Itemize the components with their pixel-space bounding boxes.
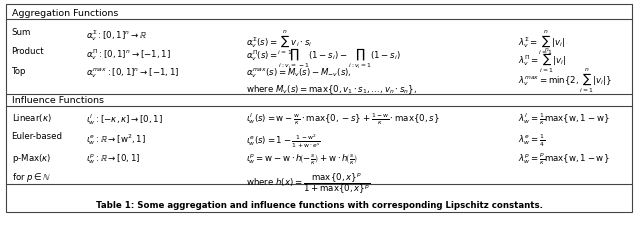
Text: where $h(x)=\dfrac{\max\{0,x\}^p}{1+\max\{0,x\}^p}$: where $h(x)=\dfrac{\max\{0,x\}^p}{1+\max… — [246, 171, 371, 196]
Text: $\alpha_v^{max}:[0,1]^n\rightarrow[-1,1]$: $\alpha_v^{max}:[0,1]^n\rightarrow[-1,1]… — [86, 67, 180, 80]
Text: Table 1: Some aggregation and influence functions with corresponding Lipschitz c: Table 1: Some aggregation and influence … — [97, 201, 543, 210]
Text: $\iota_w^p:\mathbb{R}\rightarrow[0,1]$: $\iota_w^p:\mathbb{R}\rightarrow[0,1]$ — [86, 152, 141, 166]
Text: $\alpha_v^{\Sigma}:[0,1]^n\rightarrow\mathbb{R}$: $\alpha_v^{\Sigma}:[0,1]^n\rightarrow\ma… — [86, 28, 148, 43]
Text: Aggregation Functions: Aggregation Functions — [12, 9, 118, 18]
Text: for $p\in\mathbb{N}$: for $p\in\mathbb{N}$ — [12, 171, 51, 184]
Text: Product: Product — [12, 47, 44, 56]
Text: $\iota_w^p=\mathrm{w}-\mathrm{w}\cdot h\!\left(-\frac{s}{\kappa}\right)+\mathrm{: $\iota_w^p=\mathrm{w}-\mathrm{w}\cdot h\… — [246, 152, 358, 166]
Text: $\iota_w^l:[-\kappa,\kappa]\rightarrow[0,1]$: $\iota_w^l:[-\kappa,\kappa]\rightarrow[0… — [86, 112, 163, 127]
Text: Top: Top — [12, 67, 26, 76]
Text: $\alpha_v^{\Pi}(s)=\prod_{i:v_i=-1}(1-s_i)-\prod_{i:v_i=1}(1-s_i)$: $\alpha_v^{\Pi}(s)=\prod_{i:v_i=-1}(1-s_… — [246, 47, 401, 71]
Text: $\lambda_v^{\Sigma}=\sum_{i=1}^{n}|v_i|$: $\lambda_v^{\Sigma}=\sum_{i=1}^{n}|v_i|$ — [518, 28, 566, 57]
Text: Sum: Sum — [12, 28, 31, 37]
Text: Influence Functions: Influence Functions — [12, 96, 104, 105]
Text: $\alpha_v^{\Sigma}(s)=\sum_{i=1}^{n}v_i\cdot s_i$: $\alpha_v^{\Sigma}(s)=\sum_{i=1}^{n}v_i\… — [246, 28, 312, 57]
Text: Linear($\kappa$): Linear($\kappa$) — [12, 112, 51, 124]
Text: $\alpha_v^{\Pi}:[0,1]^n\rightarrow[-1,1]$: $\alpha_v^{\Pi}:[0,1]^n\rightarrow[-1,1]… — [86, 47, 171, 62]
Text: $\lambda_w^l=\frac{1}{\kappa}\max\{\mathrm{w},1-\mathrm{w}\}$: $\lambda_w^l=\frac{1}{\kappa}\max\{\math… — [518, 112, 610, 127]
Text: $\iota_w^l(s)=\mathrm{w}-\frac{\mathrm{w}}{\kappa}\cdot\max\{0,-s\}+\frac{1-\mat: $\iota_w^l(s)=\mathrm{w}-\frac{\mathrm{w… — [246, 112, 440, 127]
Text: where $M_v(s)=\max\{0,v_1\cdot s_1,\ldots,v_n\cdot s_n\},$: where $M_v(s)=\max\{0,v_1\cdot s_1,\ldot… — [246, 83, 417, 96]
Bar — [6, 4, 632, 212]
Text: $\iota_w^e(s)=1-\frac{1-\mathrm{w}^2}{1+\mathrm{w}\cdot e^s}$: $\iota_w^e(s)=1-\frac{1-\mathrm{w}^2}{1+… — [246, 132, 321, 150]
Text: p-Max($\kappa$): p-Max($\kappa$) — [12, 152, 51, 165]
Text: $\lambda_v^{max}=\min\{2,\sum_{i=1}^{n}|v_i|\}$: $\lambda_v^{max}=\min\{2,\sum_{i=1}^{n}|… — [518, 67, 612, 95]
Text: $\lambda_v^{\Pi}=\sum_{i=1}^{n}|v_i|$: $\lambda_v^{\Pi}=\sum_{i=1}^{n}|v_i|$ — [518, 47, 566, 75]
Text: $\lambda_w^e=\frac{1}{4}$: $\lambda_w^e=\frac{1}{4}$ — [518, 132, 545, 149]
Text: $\iota_w^e:\mathbb{R}\rightarrow[\mathrm{w}^2,1]$: $\iota_w^e:\mathbb{R}\rightarrow[\mathrm… — [86, 132, 147, 147]
Text: $\alpha_v^{max}(s)=M_v(s)-M_{-v}(s),$: $\alpha_v^{max}(s)=M_v(s)-M_{-v}(s),$ — [246, 67, 352, 80]
Text: $\lambda_w^p=\frac{p}{\kappa}\max\{\mathrm{w},1-\mathrm{w}\}$: $\lambda_w^p=\frac{p}{\kappa}\max\{\math… — [518, 152, 610, 167]
Text: Euler-based: Euler-based — [12, 132, 63, 141]
